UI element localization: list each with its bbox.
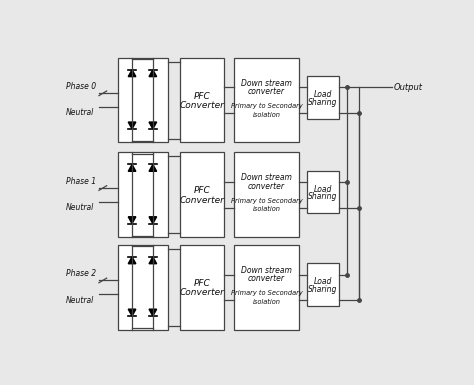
Bar [234, 58, 299, 142]
Text: Neutral: Neutral [66, 203, 94, 212]
Bar [234, 245, 299, 330]
Text: Converter: Converter [180, 196, 225, 205]
Text: Converter: Converter [180, 101, 225, 110]
Bar [307, 76, 339, 119]
Text: PFC: PFC [194, 92, 210, 101]
Bar [118, 58, 168, 142]
Text: Primary to Secondary: Primary to Secondary [230, 103, 302, 109]
Polygon shape [128, 164, 136, 171]
Bar [307, 171, 339, 213]
Bar [234, 152, 299, 237]
Polygon shape [149, 164, 156, 171]
Text: Sharing: Sharing [308, 192, 337, 201]
Text: Primary to Secondary: Primary to Secondary [230, 290, 302, 296]
Text: Neutral: Neutral [66, 296, 94, 305]
Polygon shape [128, 309, 136, 316]
Polygon shape [149, 70, 156, 77]
Polygon shape [149, 257, 156, 264]
Text: Load: Load [314, 90, 332, 99]
Text: Sharing: Sharing [308, 98, 337, 107]
Bar [118, 245, 168, 330]
Polygon shape [128, 217, 136, 224]
Bar [180, 58, 225, 142]
Polygon shape [128, 122, 136, 129]
Text: PFC: PFC [194, 279, 210, 288]
Text: Down stream: Down stream [241, 173, 292, 182]
Text: Neutral: Neutral [66, 109, 94, 117]
Bar [118, 152, 168, 237]
Text: Down stream: Down stream [241, 266, 292, 275]
Text: Primary to Secondary: Primary to Secondary [230, 198, 302, 204]
Polygon shape [128, 257, 136, 264]
Text: Phase 0: Phase 0 [66, 82, 96, 91]
Text: Output: Output [394, 83, 423, 92]
Polygon shape [149, 122, 156, 129]
Text: Phase 1: Phase 1 [66, 177, 96, 186]
Text: isolation: isolation [253, 112, 281, 118]
Bar [180, 245, 225, 330]
Text: Load: Load [314, 277, 332, 286]
Text: converter: converter [248, 87, 285, 96]
Text: Sharing: Sharing [308, 285, 337, 294]
Polygon shape [149, 309, 156, 316]
Text: Load: Load [314, 185, 332, 194]
Text: PFC: PFC [194, 186, 210, 196]
Text: isolation: isolation [253, 206, 281, 213]
Polygon shape [128, 70, 136, 77]
Polygon shape [149, 217, 156, 224]
Text: converter: converter [248, 182, 285, 191]
Text: Down stream: Down stream [241, 79, 292, 88]
Text: Converter: Converter [180, 288, 225, 297]
Bar [307, 263, 339, 306]
Text: isolation: isolation [253, 299, 281, 305]
Text: converter: converter [248, 274, 285, 283]
Text: Phase 2: Phase 2 [66, 269, 96, 278]
Bar [180, 152, 225, 237]
